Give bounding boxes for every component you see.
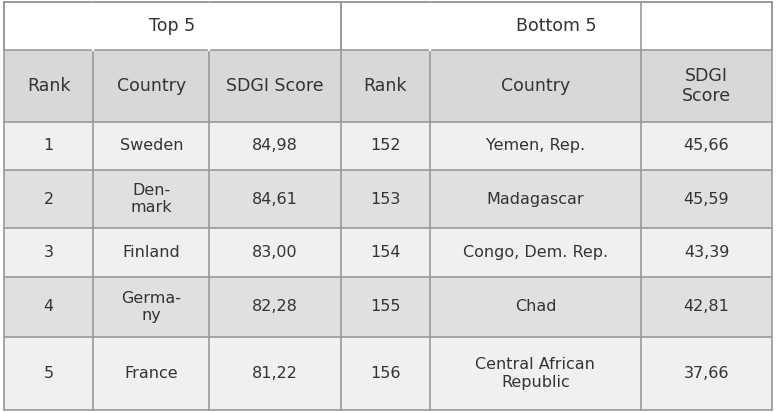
Bar (341, 337, 430, 410)
Bar (341, 170, 430, 229)
Bar (341, 229, 430, 277)
Text: Rank: Rank (27, 77, 71, 95)
Bar (210, 122, 341, 170)
Text: 82,28: 82,28 (252, 300, 298, 314)
Text: 3: 3 (43, 245, 54, 260)
Text: 37,66: 37,66 (684, 366, 729, 381)
Text: 1: 1 (43, 138, 54, 153)
Text: 4: 4 (43, 300, 54, 314)
Bar (341, 50, 430, 122)
Text: 81,22: 81,22 (252, 366, 298, 381)
Text: 155: 155 (370, 300, 400, 314)
Bar (210, 229, 341, 277)
Text: Central African
Republic: Central African Republic (476, 357, 595, 390)
Text: Rank: Rank (364, 77, 407, 95)
Bar (93, 50, 210, 122)
Bar (93, 277, 210, 337)
Bar (93, 229, 210, 277)
Text: 2: 2 (43, 192, 54, 207)
Bar (210, 337, 341, 410)
Bar (4, 50, 93, 122)
Text: 154: 154 (370, 245, 400, 260)
Text: 43,39: 43,39 (684, 245, 729, 260)
Text: France: France (124, 366, 178, 381)
Bar (93, 122, 210, 170)
Text: 45,59: 45,59 (684, 192, 729, 207)
Bar (4, 337, 93, 410)
Text: Yemen, Rep.: Yemen, Rep. (486, 138, 585, 153)
Text: 156: 156 (370, 366, 400, 381)
Bar (641, 170, 772, 229)
Text: 84,98: 84,98 (252, 138, 298, 153)
Bar (210, 50, 341, 122)
Text: 152: 152 (370, 138, 400, 153)
Text: SDGI Score: SDGI Score (227, 77, 324, 95)
Bar (341, 277, 430, 337)
Bar (341, 122, 430, 170)
Bar (430, 170, 641, 229)
Bar (641, 229, 772, 277)
Bar (210, 170, 341, 229)
Bar (4, 122, 93, 170)
Text: Bottom 5: Bottom 5 (516, 17, 597, 35)
Text: Den-
mark: Den- mark (130, 183, 172, 215)
Text: Chad: Chad (514, 300, 556, 314)
Bar (4, 277, 93, 337)
Text: Sweden: Sweden (120, 138, 183, 153)
Bar (641, 122, 772, 170)
Bar (210, 277, 341, 337)
Bar (430, 229, 641, 277)
Bar (641, 337, 772, 410)
Bar (641, 50, 772, 122)
Bar (4, 170, 93, 229)
Bar (4, 229, 93, 277)
Text: 153: 153 (370, 192, 400, 207)
Bar (430, 50, 641, 122)
Text: 5: 5 (43, 366, 54, 381)
Bar (4, 2, 341, 50)
Bar (430, 337, 641, 410)
Text: Finland: Finland (123, 245, 180, 260)
Text: 45,66: 45,66 (684, 138, 729, 153)
Text: Top 5: Top 5 (149, 17, 196, 35)
Text: Madagascar: Madagascar (487, 192, 584, 207)
Text: 42,81: 42,81 (684, 300, 729, 314)
Bar (430, 122, 641, 170)
Text: 83,00: 83,00 (252, 245, 298, 260)
Bar (93, 170, 210, 229)
Bar (93, 337, 210, 410)
Text: 84,61: 84,61 (252, 192, 298, 207)
Text: Germa-
ny: Germa- ny (121, 291, 182, 323)
Text: Country: Country (116, 77, 185, 95)
Text: SDGI
Score: SDGI Score (682, 67, 731, 105)
Text: Congo, Dem. Rep.: Congo, Dem. Rep. (462, 245, 608, 260)
Text: Country: Country (501, 77, 570, 95)
Bar (641, 277, 772, 337)
Bar (430, 277, 641, 337)
Bar (341, 2, 772, 50)
